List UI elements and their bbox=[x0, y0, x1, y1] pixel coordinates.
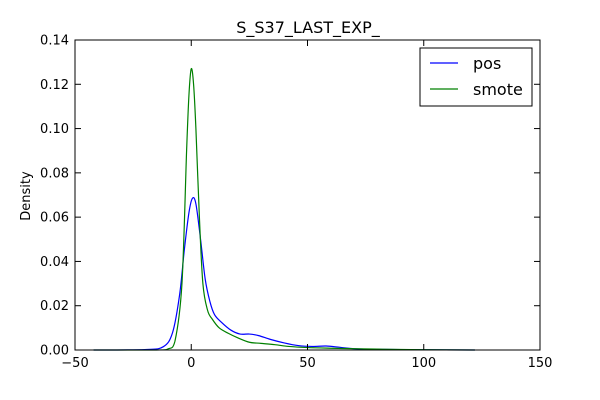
x-tick-label: 150 bbox=[528, 356, 553, 371]
y-axis-label: Density bbox=[19, 171, 34, 221]
y-tick-label: 0.00 bbox=[40, 344, 69, 359]
legend-box bbox=[419, 47, 533, 107]
x-tick-label: −50 bbox=[61, 356, 88, 371]
y-tick-label: 0.14 bbox=[40, 34, 69, 49]
y-tick-label: 0.06 bbox=[40, 211, 69, 226]
x-tick-label: 0 bbox=[187, 356, 195, 371]
y-tick-label: 0.08 bbox=[40, 166, 69, 181]
series-layer bbox=[93, 67, 475, 351]
legend: pos smote bbox=[419, 47, 533, 107]
y-tick-label: 0.10 bbox=[40, 122, 69, 137]
y-tick-label: 0.02 bbox=[40, 299, 69, 314]
series-line-pos bbox=[93, 197, 475, 351]
x-tick-label: 100 bbox=[411, 356, 436, 371]
chart-title: S_S37_LAST_EXP_ bbox=[236, 18, 381, 38]
legend-label-pos: pos bbox=[473, 54, 501, 73]
series-line-smote bbox=[93, 67, 475, 351]
ticks-layer: −50 0 50 100 150 0.00 0.02 0.04 0.06 0.08 0.10 0.12… bbox=[40, 34, 552, 372]
x-tick-label: 50 bbox=[299, 356, 316, 371]
legend-label-smote: smote bbox=[473, 80, 523, 99]
y-tick-label: 0.04 bbox=[40, 255, 69, 270]
y-tick-label: 0.12 bbox=[40, 78, 69, 93]
